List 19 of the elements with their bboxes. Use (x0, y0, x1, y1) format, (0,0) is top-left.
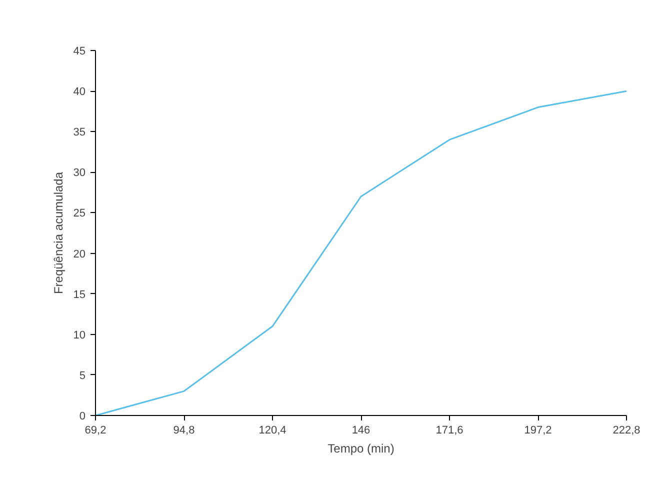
y-axis-title: Freqüência acumulada (51, 172, 66, 294)
y-tick-label: 40 (73, 86, 86, 98)
y-tick-label: 25 (73, 208, 86, 220)
y-tick-label: 15 (73, 288, 86, 301)
x-tick-label: 146 (352, 424, 370, 436)
y-tick-label: 5 (79, 370, 86, 382)
y-tick-label: 30 (73, 167, 86, 180)
x-tick-label: 120,4 (258, 424, 286, 436)
y-tick-label: 0 (79, 410, 86, 422)
x-tick-label: 171,6 (436, 424, 464, 436)
y-tick-label: 45 (73, 46, 86, 58)
x-tick-label: 94,8 (173, 424, 195, 436)
y-tick-label: 35 (73, 126, 86, 139)
x-tick-label: 197,2 (524, 424, 552, 436)
x-axis-title: Tempo (min) (328, 442, 394, 456)
y-tick-label: 20 (73, 248, 86, 260)
x-tick-label: 222,8 (612, 424, 640, 436)
x-tick-label: 69,2 (84, 424, 106, 436)
y-tick-label: 10 (73, 329, 86, 342)
